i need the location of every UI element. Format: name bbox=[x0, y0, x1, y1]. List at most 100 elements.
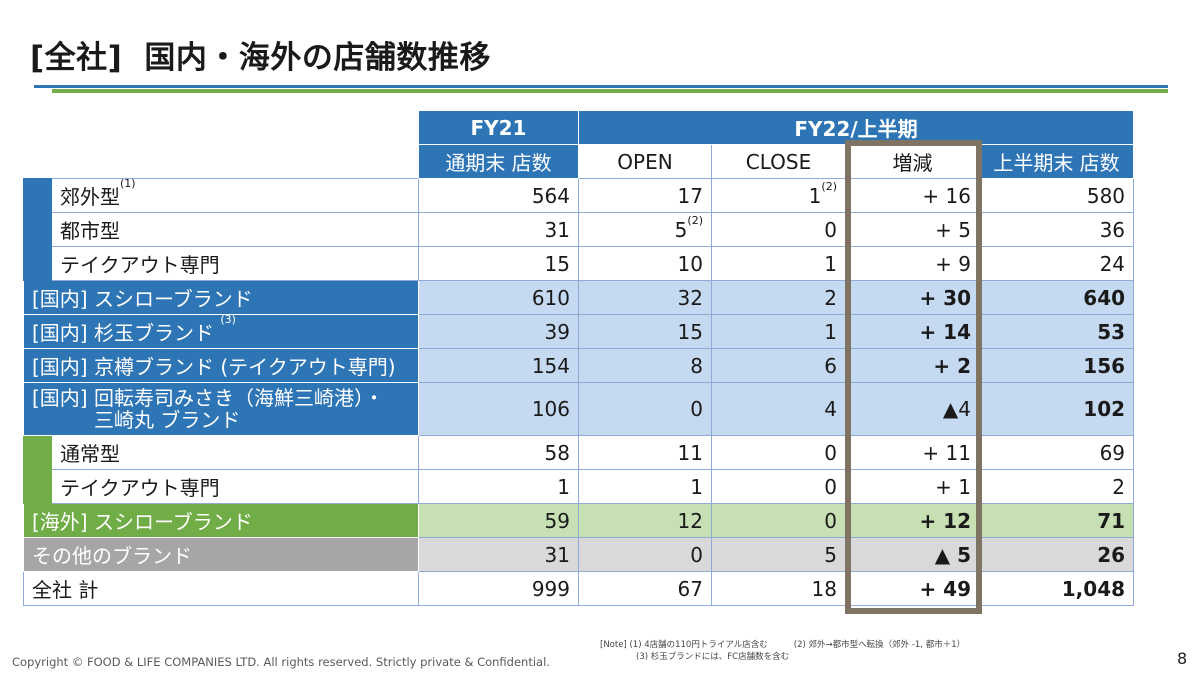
cell-fy21: 154 bbox=[418, 348, 579, 383]
cell-close: 1 bbox=[711, 246, 846, 281]
overseas-side-bar bbox=[23, 435, 52, 504]
row-label: [国内] 京樽ブランド (テイクアウト専門) bbox=[23, 348, 419, 383]
row-label: 全社 計 bbox=[23, 571, 419, 606]
cell-fy21: 1 bbox=[418, 469, 579, 504]
header-change: 増減 bbox=[845, 144, 980, 179]
note-3: (3) 杉玉ブランドには、FC店舗数を含む bbox=[636, 652, 790, 662]
store-count-table: FY21 FY22/上半期 通期末 店数 OPEN CLOSE 増減 上半期末 … bbox=[23, 110, 1135, 606]
cell-open: 0 bbox=[578, 382, 712, 436]
cell-h1: 580 bbox=[978, 178, 1135, 213]
row-label: テイクアウト専門 bbox=[51, 246, 419, 281]
table-row: テイクアウト専門 1 1 0 + 1 2 bbox=[24, 469, 1135, 504]
header-row-sub: 通期末 店数 OPEN CLOSE 増減 上半期末 店数 bbox=[23, 144, 1135, 179]
cell-fy21: 15 bbox=[418, 246, 579, 281]
header-fy22: FY22/上半期 bbox=[577, 110, 1135, 145]
cell-fy21: 610 bbox=[418, 280, 579, 315]
cell-close: 1(2) bbox=[711, 178, 846, 213]
row-label: テイクアウト専門 bbox=[51, 469, 419, 504]
cell-fy21: 59 bbox=[418, 503, 579, 538]
row-label: 郊外型(1) bbox=[51, 178, 419, 213]
cell-fy21: 564 bbox=[418, 178, 579, 213]
cell-change: + 2 bbox=[845, 348, 980, 383]
cell-h1: 53 bbox=[978, 314, 1135, 349]
cell-h1: 640 bbox=[978, 280, 1135, 315]
cell-h1: 156 bbox=[978, 348, 1135, 383]
cell-change: + 5 bbox=[845, 212, 980, 247]
cell-change: + 14 bbox=[845, 314, 980, 349]
note-1: (1) 4店舗の110円トライアル店含む bbox=[629, 640, 768, 650]
table-row: [海外] スシローブランド 59 12 0 + 12 71 bbox=[23, 503, 1135, 538]
cell-open: 12 bbox=[578, 503, 712, 538]
header-fy21: FY21 bbox=[418, 110, 579, 145]
cell-h1: 36 bbox=[978, 212, 1135, 247]
table-row: 通常型 58 11 0 + 11 69 bbox=[23, 435, 1135, 504]
cell-close: 6 bbox=[711, 348, 846, 383]
note-2: (2) 郊外→都市型へ転換（郊外 -1, 都市＋1） bbox=[793, 640, 966, 650]
table-row: 都市型 31 5(2) 0 + 5 36 bbox=[24, 212, 1135, 247]
row-label: [国内] 杉玉ブランド (3) bbox=[23, 314, 419, 349]
cell-fy21: 106 bbox=[418, 382, 579, 436]
cell-open: 32 bbox=[578, 280, 712, 315]
cell-fy21: 999 bbox=[418, 571, 579, 606]
cell-open: 10 bbox=[578, 246, 712, 281]
cell-open: 11 bbox=[578, 435, 712, 470]
header-open: OPEN bbox=[578, 144, 712, 179]
table-row-total: 全社 計 999 67 18 + 49 1,048 bbox=[23, 571, 1135, 606]
row-label: [国内] スシローブランド bbox=[23, 280, 419, 315]
cell-open: 67 bbox=[578, 571, 712, 606]
cell-change: + 16 bbox=[845, 178, 980, 213]
cell-close: 0 bbox=[711, 469, 846, 504]
cell-h1: 24 bbox=[978, 246, 1135, 281]
cell-change: + 11 bbox=[845, 435, 980, 470]
cell-close: 5 bbox=[711, 537, 846, 572]
cell-change: + 1 bbox=[845, 469, 980, 504]
cell-change: + 30 bbox=[845, 280, 980, 315]
cell-change: + 12 bbox=[845, 503, 980, 538]
note-prefix: [Note] bbox=[600, 640, 627, 650]
cell-fy21: 31 bbox=[418, 537, 579, 572]
title-main: 国内・海外の店舗数推移 bbox=[144, 40, 491, 76]
title-underline-blue bbox=[34, 85, 1168, 88]
cell-open: 5(2) bbox=[578, 212, 712, 247]
cell-close: 0 bbox=[711, 503, 846, 538]
domestic-sushiro-side-bar bbox=[23, 178, 52, 281]
header-h1-end: 上半期末 店数 bbox=[978, 144, 1135, 179]
cell-fy21: 31 bbox=[418, 212, 579, 247]
cell-fy21: 58 bbox=[418, 435, 579, 470]
cell-h1: 2 bbox=[978, 469, 1135, 504]
cell-change: ▲ 5 bbox=[845, 537, 980, 572]
title-bracket: [全社] bbox=[30, 40, 123, 76]
cell-change: ▲4 bbox=[845, 382, 980, 436]
table-row: [国内] 回転寿司みさき（海鮮三崎港）・ 三崎丸 ブランド 106 0 4 ▲4… bbox=[23, 382, 1135, 436]
cell-h1: 71 bbox=[978, 503, 1135, 538]
cell-close: 0 bbox=[711, 212, 846, 247]
cell-h1: 1,048 bbox=[978, 571, 1135, 606]
cell-close: 4 bbox=[711, 382, 846, 436]
cell-open: 8 bbox=[578, 348, 712, 383]
table-row: その他のブランド 31 0 5 ▲ 5 26 bbox=[23, 537, 1135, 572]
cell-change: + 49 bbox=[845, 571, 980, 606]
cell-fy21: 39 bbox=[418, 314, 579, 349]
cell-open: 1 bbox=[578, 469, 712, 504]
row-label: [国内] 回転寿司みさき（海鮮三崎港）・ 三崎丸 ブランド bbox=[23, 382, 419, 436]
page-title: [全社] 国内・海外の店舗数推移 bbox=[30, 32, 491, 77]
row-label: [海外] スシローブランド bbox=[23, 503, 419, 538]
copyright: Copyright © FOOD & LIFE COMPANIES LTD. A… bbox=[12, 655, 550, 669]
cell-close: 0 bbox=[711, 435, 846, 470]
cell-open: 17 bbox=[578, 178, 712, 213]
cell-open: 0 bbox=[578, 537, 712, 572]
header-close: CLOSE bbox=[711, 144, 846, 179]
cell-change: + 9 bbox=[845, 246, 980, 281]
notes: [Note] (1) 4店舗の110円トライアル店含む (2) 郊外→都市型へ転換… bbox=[600, 639, 965, 663]
cell-h1: 69 bbox=[978, 435, 1135, 470]
header-fy21-sub: 通期末 店数 bbox=[418, 144, 579, 179]
cell-h1: 102 bbox=[978, 382, 1135, 436]
cell-open: 15 bbox=[578, 314, 712, 349]
cell-h1: 26 bbox=[978, 537, 1135, 572]
table-row: テイクアウト専門 15 10 1 + 9 24 bbox=[24, 246, 1135, 281]
header-row-top: FY21 FY22/上半期 bbox=[23, 110, 1135, 145]
table-row: [国内] 京樽ブランド (テイクアウト専門) 154 8 6 + 2 156 bbox=[23, 348, 1135, 383]
cell-close: 2 bbox=[711, 280, 846, 315]
row-label: 都市型 bbox=[51, 212, 419, 247]
table-row: 郊外型(1) 564 17 1(2) + 16 580 bbox=[23, 178, 1135, 281]
